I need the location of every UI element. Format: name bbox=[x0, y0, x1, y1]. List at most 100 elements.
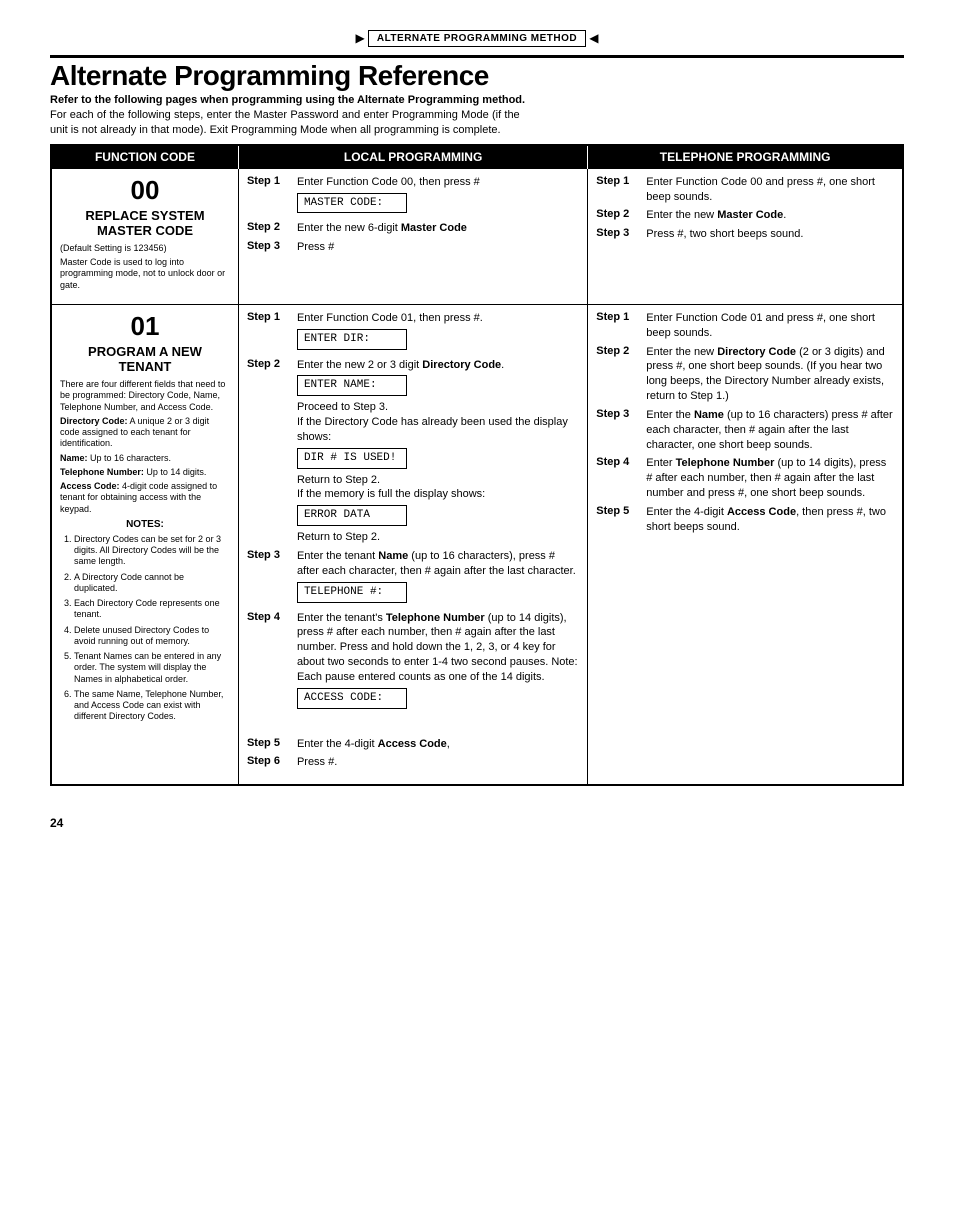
step-label: Step 4 bbox=[596, 456, 640, 501]
banner-label: ALTERNATE PROGRAMMING METHOD bbox=[368, 30, 586, 47]
fn-intro: There are four different fields that nee… bbox=[60, 379, 230, 413]
col-header-fn: FUNCTION CODE bbox=[51, 145, 238, 169]
arrow-right-icon: ▶ bbox=[356, 31, 365, 45]
step-text: Enter the 4-digit bbox=[646, 506, 727, 518]
step-text-bold: Telephone Number bbox=[386, 612, 485, 624]
lcd-display: DIR # IS USED! bbox=[297, 448, 407, 469]
step-text-bold: Master Code bbox=[717, 209, 783, 221]
step-label: Step 1 bbox=[247, 311, 291, 354]
subhead: Refer to the following pages when progra… bbox=[50, 94, 904, 106]
fn-default: (Default Setting is 123456) bbox=[60, 243, 230, 254]
field-label: Access Code: bbox=[60, 481, 120, 491]
divider bbox=[50, 55, 904, 58]
step-text: Enter the new bbox=[646, 346, 717, 358]
step-label: Step 5 bbox=[247, 737, 291, 752]
step-text: Enter Function Code 01 and press #, one … bbox=[646, 311, 894, 341]
step-text: Proceed to Step 3. bbox=[297, 401, 388, 413]
lcd-display: ENTER NAME: bbox=[297, 375, 407, 396]
note-item: Delete unused Directory Codes to avoid r… bbox=[74, 625, 230, 648]
intro-text: For each of the following steps, enter t… bbox=[50, 108, 520, 138]
tel-cell: Step 1 Enter Function Code 00 and press … bbox=[588, 168, 903, 304]
step-text: If the memory is full the display shows: bbox=[297, 488, 485, 500]
step-label: Step 3 bbox=[596, 227, 640, 242]
step-text-bold: Access Code bbox=[378, 738, 447, 750]
col-header-local: LOCAL PROGRAMMING bbox=[238, 145, 587, 169]
field-text: Up to 14 digits. bbox=[144, 467, 207, 477]
table-row: 00 REPLACE SYSTEM MASTER CODE (Default S… bbox=[51, 168, 903, 304]
step-text: . bbox=[783, 209, 786, 221]
step-label: Step 3 bbox=[247, 549, 291, 607]
step-label: Step 1 bbox=[596, 311, 640, 341]
step-label: Step 6 bbox=[247, 755, 291, 770]
step-text: Enter the tenant bbox=[297, 550, 378, 562]
step-label: Step 3 bbox=[247, 240, 291, 255]
note-item: A Directory Code cannot be duplicated. bbox=[74, 572, 230, 595]
page-title: Alternate Programming Reference bbox=[50, 60, 904, 92]
fn-code: 01 bbox=[60, 311, 230, 342]
field-label: Telephone Number: bbox=[60, 467, 144, 477]
fn-note: Master Code is used to log into programm… bbox=[60, 257, 230, 291]
step-label: Step 2 bbox=[247, 358, 291, 545]
step-text-bold: Master Code bbox=[401, 222, 467, 234]
arrow-left-icon: ◀ bbox=[589, 31, 598, 45]
step-text: Return to Step 2. bbox=[297, 531, 380, 543]
step-text: , bbox=[447, 738, 450, 750]
lcd-display: ENTER DIR: bbox=[297, 329, 407, 350]
fn-cell: 01 PROGRAM A NEW TENANT There are four d… bbox=[51, 304, 238, 785]
step-text: Enter the 4-digit bbox=[297, 738, 378, 750]
local-cell: Step 1 Enter Function Code 01, then pres… bbox=[238, 304, 587, 785]
step-text: Enter the bbox=[646, 409, 694, 421]
step-text: Enter Function Code 01, then press #. bbox=[297, 312, 483, 324]
note-item: Each Directory Code represents one tenan… bbox=[74, 598, 230, 621]
notes-list: Directory Codes can be set for 2 or 3 di… bbox=[60, 534, 230, 723]
lcd-display: ERROR DATA bbox=[297, 505, 407, 526]
step-text: Enter Function Code 00, then press # bbox=[297, 176, 480, 188]
step-label: Step 1 bbox=[247, 175, 291, 218]
step-text: . bbox=[501, 359, 504, 371]
field-label: Name: bbox=[60, 453, 88, 463]
step-text: Press # bbox=[297, 240, 579, 255]
lcd-display: TELEPHONE #: bbox=[297, 582, 407, 603]
step-text-bold: Access Code bbox=[727, 506, 796, 518]
step-text-bold: Telephone Number bbox=[676, 457, 775, 469]
step-label: Step 5 bbox=[596, 505, 640, 535]
step-text: Enter bbox=[646, 457, 675, 469]
note-item: Tenant Names can be entered in any order… bbox=[74, 651, 230, 685]
note-item: The same Name, Telephone Number, and Acc… bbox=[74, 689, 230, 723]
reference-table: FUNCTION CODE LOCAL PROGRAMMING TELEPHON… bbox=[50, 144, 904, 787]
fn-title: PROGRAM A NEW TENANT bbox=[60, 344, 230, 375]
step-text-bold: Directory Code bbox=[422, 359, 501, 371]
fn-cell: 00 REPLACE SYSTEM MASTER CODE (Default S… bbox=[51, 168, 238, 304]
tel-cell: Step 1 Enter Function Code 01 and press … bbox=[588, 304, 903, 785]
step-label: Step 2 bbox=[596, 345, 640, 404]
note-item: Directory Codes can be set for 2 or 3 di… bbox=[74, 534, 230, 568]
step-text: Enter the new bbox=[646, 209, 717, 221]
step-label: Step 3 bbox=[596, 408, 640, 453]
field-text: Up to 16 characters. bbox=[88, 453, 172, 463]
step-text-bold: Name bbox=[378, 550, 408, 562]
fn-title: REPLACE SYSTEM MASTER CODE bbox=[60, 208, 230, 239]
step-text-bold: Directory Code bbox=[717, 346, 796, 358]
table-row: 01 PROGRAM A NEW TENANT There are four d… bbox=[51, 304, 903, 785]
step-text: Enter the new 2 or 3 digit bbox=[297, 359, 422, 371]
lcd-display: ACCESS CODE: bbox=[297, 688, 407, 709]
col-header-tel: TELEPHONE PROGRAMMING bbox=[588, 145, 903, 169]
step-text: Press #, two short beeps sound. bbox=[646, 227, 894, 242]
page-number: 24 bbox=[50, 816, 904, 830]
step-text: Enter Function Code 00 and press #, one … bbox=[646, 175, 894, 205]
step-label: Step 2 bbox=[596, 208, 640, 223]
step-label: Step 1 bbox=[596, 175, 640, 205]
step-label: Step 4 bbox=[247, 611, 291, 713]
lcd-display: MASTER CODE: bbox=[297, 193, 407, 214]
local-cell: Step 1 Enter Function Code 00, then pres… bbox=[238, 168, 587, 304]
step-label: Step 2 bbox=[247, 221, 291, 236]
step-text-bold: Name bbox=[694, 409, 724, 421]
step-text: Press #. bbox=[297, 755, 579, 770]
step-text: Enter the tenant's bbox=[297, 612, 386, 624]
step-text: Enter the new 6-digit bbox=[297, 222, 401, 234]
fn-code: 00 bbox=[60, 175, 230, 206]
field-label: Directory Code: bbox=[60, 416, 128, 426]
step-text: Return to Step 2. bbox=[297, 474, 380, 486]
step-text: If the Directory Code has already been u… bbox=[297, 416, 568, 443]
notes-heading: NOTES: bbox=[60, 519, 230, 530]
